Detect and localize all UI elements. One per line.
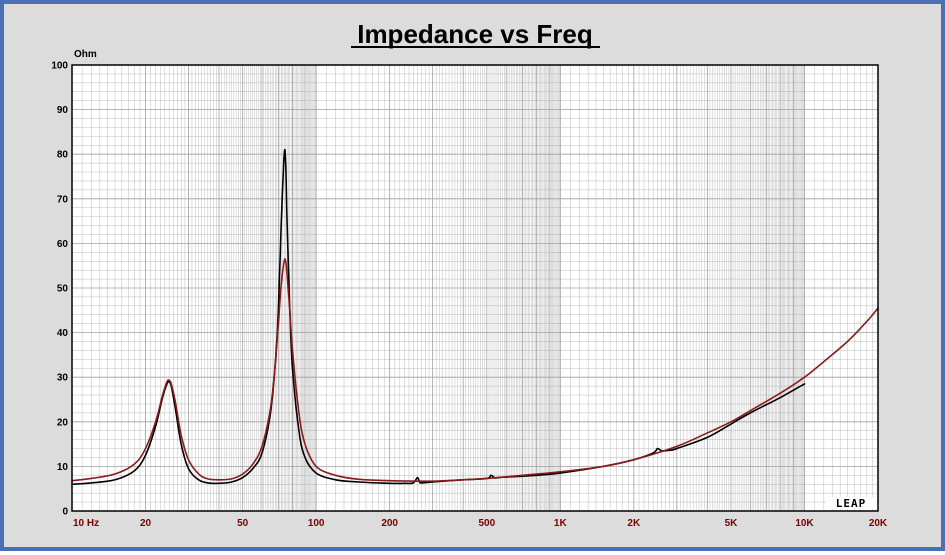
x-tick-label: 1K — [554, 518, 568, 529]
y-tick-label: 10 — [57, 462, 69, 473]
y-tick-label: 70 — [57, 194, 69, 205]
y-tick-label: 80 — [57, 150, 69, 161]
x-tick-label: 50 — [237, 518, 249, 529]
y-tick-label: 0 — [62, 507, 68, 518]
x-tick-label: 10 Hz — [73, 518, 99, 529]
y-axis-tick-labels: 0 10 20 30 40 50 60 70 80 90 100 — [51, 61, 68, 518]
brand-background — [826, 497, 876, 509]
y-tick-label: 20 — [57, 417, 69, 428]
series-line-2 — [71, 258, 879, 482]
x-tick-label: 100 — [308, 518, 325, 529]
x-tick-label: 2K — [627, 518, 641, 529]
y-tick-label: 100 — [51, 61, 68, 72]
x-tick-label: 5K — [725, 518, 739, 529]
x-tick-label: 500 — [478, 518, 495, 529]
x-tick-label: 10K — [795, 518, 814, 529]
y-tick-label: 30 — [57, 373, 69, 384]
x-axis-tick-labels: 10 Hz 20 50 100 200 500 1K 2K 5K 10K 20K — [73, 518, 888, 529]
y-tick-label: 40 — [57, 328, 69, 339]
series-layer — [71, 149, 879, 486]
plot-border — [71, 64, 879, 512]
y-tick-label: 60 — [57, 239, 69, 250]
y-tick-label: 90 — [57, 105, 69, 116]
x-tick-label: 20K — [869, 518, 888, 529]
grid — [72, 65, 878, 511]
x-tick-label: 20 — [140, 518, 152, 529]
leap-logo: LEAP — [836, 497, 867, 510]
y-axis-unit-label: Ohm — [74, 49, 97, 60]
chart-title: Impedance vs Freq — [357, 19, 593, 49]
x-tick-label: 200 — [381, 518, 398, 529]
y-tick-label: 50 — [57, 284, 69, 295]
impedance-chart: Impedance vs Freq Ohm 0 10 20 30 40 50 60 70 80 9… — [51, 19, 888, 529]
